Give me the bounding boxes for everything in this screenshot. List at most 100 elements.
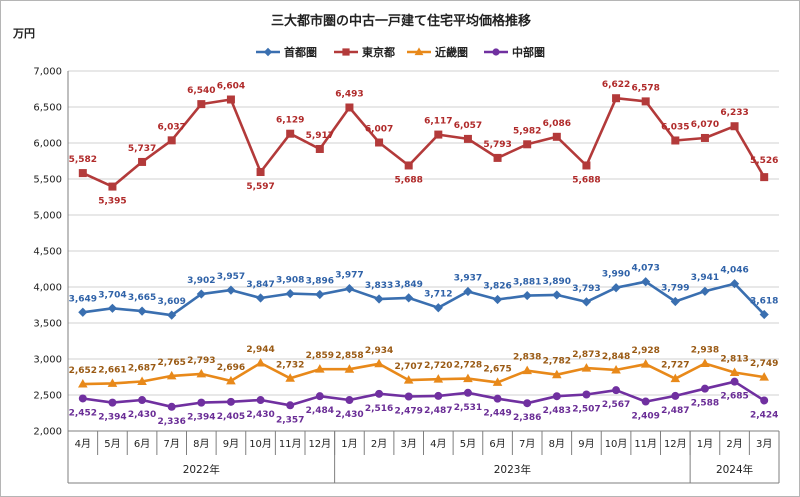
data-point [315,144,324,153]
data-point [730,377,739,386]
data-label: 2,405 [217,412,245,422]
data-label: 3,977 [335,271,363,281]
y-tick-label: 6,000 [33,139,62,150]
data-point [759,309,769,320]
x-tick-label: 12月 [308,438,331,450]
data-label: 3,896 [306,276,334,286]
data-point [226,285,236,295]
data-label: 2,696 [217,363,245,373]
data-label: 2,507 [572,404,600,414]
data-label: 5,982 [513,126,541,136]
data-point [434,391,443,400]
data-label: 2,430 [128,410,156,420]
data-label: 2,487 [661,406,689,416]
y-tick-label: 4,500 [33,247,62,258]
data-label: 2,386 [513,413,541,423]
data-label: 2,336 [157,417,185,427]
data-point [137,376,147,386]
series-3 [78,377,769,411]
data-point [167,136,176,145]
data-label: 3,881 [513,278,541,288]
x-tick-label: 3月 [401,438,417,450]
data-label: 2,661 [98,365,126,375]
x-tick-label: 10月 [249,438,272,450]
year-label: 2023年 [494,463,531,476]
data-label: 5,688 [394,175,422,185]
data-point [611,283,621,293]
data-label: 3,941 [691,273,719,283]
x-tick-label: 10月 [605,438,628,450]
x-tick-label: 6月 [489,438,505,450]
data-point [197,100,206,109]
data-point [286,401,295,410]
data-label: 2,728 [454,361,482,371]
data-point [552,392,561,401]
data-point [263,47,273,57]
data-point [552,132,561,141]
data-point [344,284,355,294]
data-label: 2,394 [187,413,215,423]
data-label: 5,737 [128,144,156,154]
data-label: 3,704 [98,290,126,300]
x-tick-label: 5月 [460,438,476,450]
series-2 [78,358,769,388]
x-tick-label: 1月 [697,438,713,450]
data-label: 6,070 [691,120,719,130]
data-label: 6,493 [335,90,363,100]
data-point [729,367,740,376]
x-tick-label: 6月 [134,438,150,450]
data-label: 2,685 [720,392,748,402]
data-label: 6,578 [631,83,659,93]
series-line [82,380,765,409]
data-point [403,375,414,384]
data-label: 5,917 [306,131,334,141]
data-label: 6,117 [424,117,452,127]
data-point [345,103,354,112]
data-point [493,153,502,162]
data-point [492,48,500,56]
data-label: 2,873 [572,350,600,360]
data-label: 2,848 [602,352,630,362]
data-point [729,279,740,289]
data-label: 2,793 [187,356,215,366]
data-point [433,374,444,383]
data-point [552,290,562,300]
legend: 首都圏 東京都 近畿圏 中部圏 [256,45,545,59]
series-layer [78,94,769,411]
x-tick-label: 11月 [634,438,657,450]
data-point [256,396,265,405]
data-label: 2,732 [276,360,304,370]
chart-title: 三大都市圏の中古一戸建て住宅平均価格推移 [271,13,531,29]
data-point [197,398,206,407]
data-point [315,289,325,300]
data-label: 3,665 [128,293,156,303]
data-point [315,364,325,373]
data-label: 2,430 [246,410,274,420]
data-label: 5,526 [750,156,778,166]
data-point [760,396,769,405]
data-label: 2,516 [365,404,393,414]
data-point [285,289,295,299]
data-point [342,48,350,56]
x-tick-label: 1月 [341,438,357,450]
data-point [493,394,502,403]
data-label: 5,582 [69,155,97,165]
data-point [78,379,88,388]
data-label: 6,035 [661,122,689,132]
data-point [404,392,413,401]
data-label: 2,479 [394,407,422,417]
data-label: 3,902 [187,276,215,286]
data-point [226,95,235,104]
data-label: 6,540 [187,86,215,96]
data-label: 6,007 [365,124,393,134]
data-label: 6,604 [217,82,245,92]
data-label: 2,567 [602,400,630,410]
y-tick-label: 2,500 [33,391,62,402]
data-label: 6,233 [720,108,748,118]
data-point [700,358,710,367]
data-label: 2,782 [543,357,571,367]
y-tick-label: 5,000 [33,211,62,222]
data-point [196,368,207,378]
x-tick-label: 4月 [430,438,446,450]
